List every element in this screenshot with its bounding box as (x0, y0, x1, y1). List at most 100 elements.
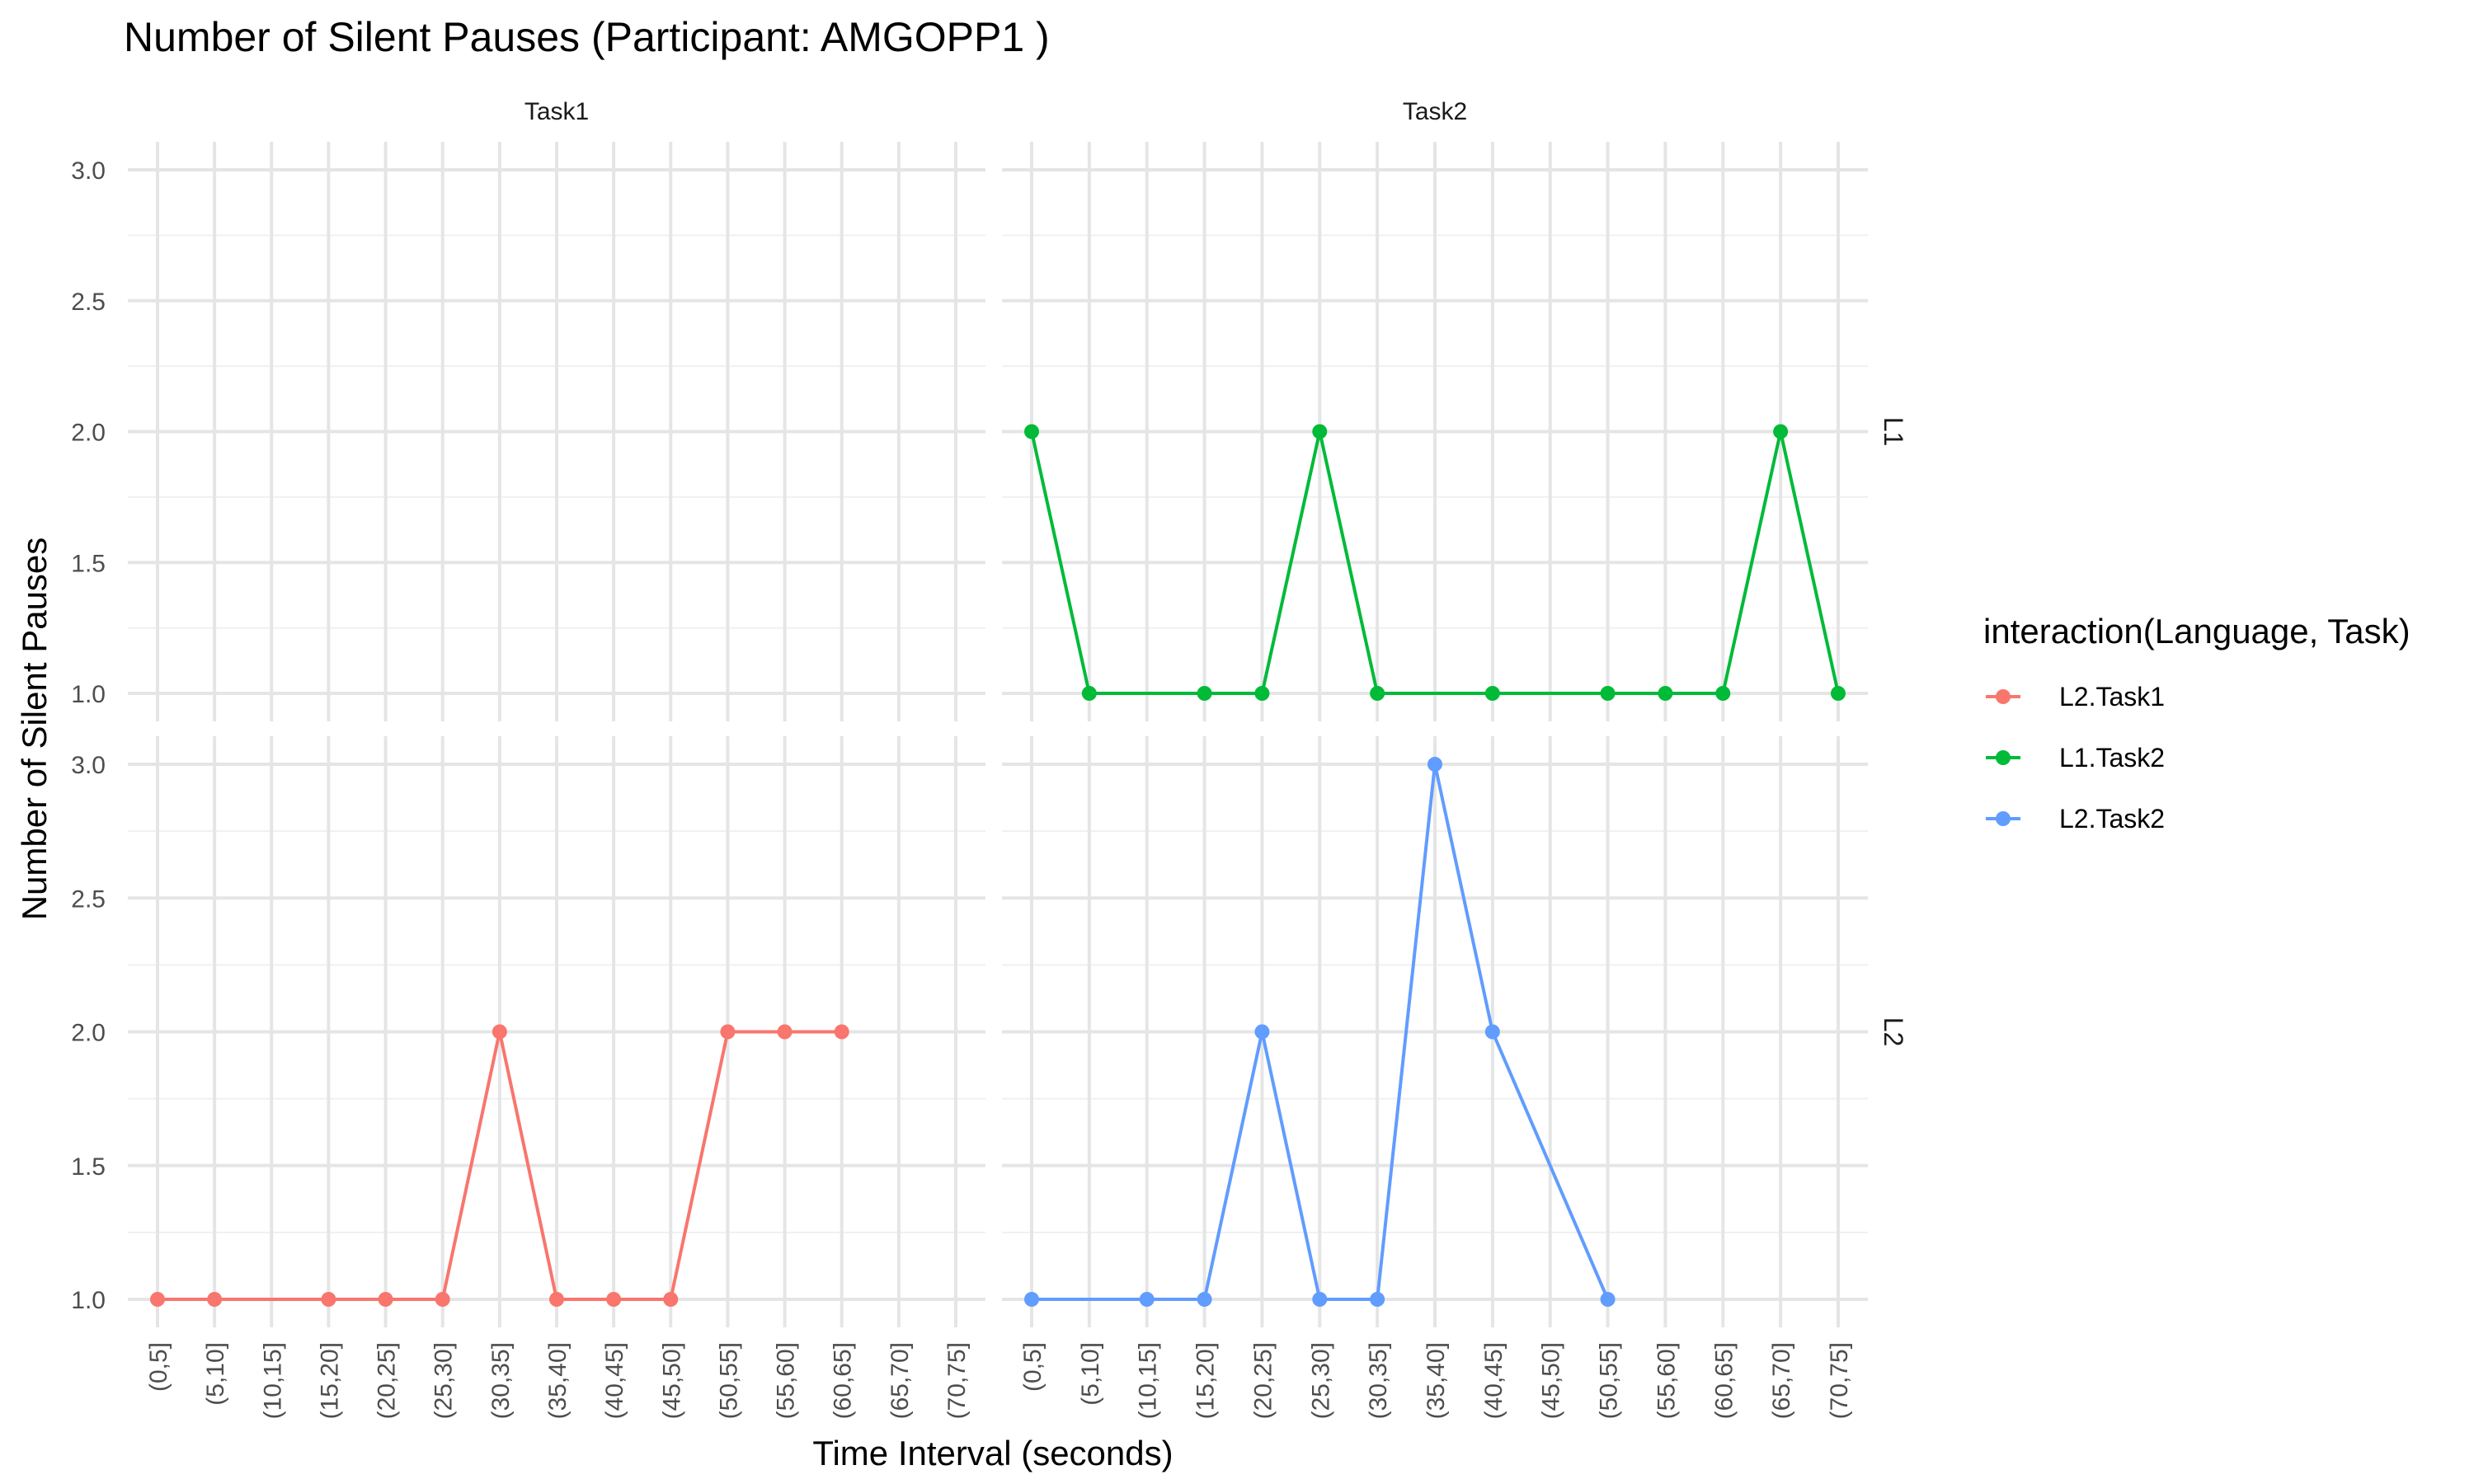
data-point (207, 1292, 223, 1307)
data-point (1312, 424, 1328, 439)
x-tick-label: (25,30] (1307, 1342, 1334, 1419)
y-tick-label: 3.0 (71, 157, 106, 185)
data-point (720, 1024, 736, 1040)
data-point (1312, 1292, 1328, 1307)
legend-item-l1-task2: L1.Task2 (1986, 743, 2165, 773)
x-tick-label: (15,20] (316, 1342, 343, 1419)
x-tick-label: (45,50] (1538, 1342, 1565, 1419)
data-point (1370, 686, 1385, 701)
data-point (1139, 1292, 1155, 1307)
data-point (1024, 424, 1039, 439)
data-point (378, 1292, 393, 1307)
y-tick-label: 2.5 (71, 885, 106, 913)
data-point (1658, 686, 1673, 701)
data-point (663, 1292, 679, 1307)
data-point (1773, 424, 1789, 439)
y-tick-label: 1.0 (71, 681, 106, 708)
x-tick-label: (20,25] (374, 1342, 401, 1419)
y-axis-label: Number of Silent Pauses (15, 538, 54, 921)
legend-key-point (1996, 811, 2011, 826)
data-point (1715, 686, 1731, 701)
data-point (1081, 686, 1097, 701)
x-tick-label: (40,45] (601, 1342, 628, 1419)
x-tick-label: (45,50] (658, 1342, 685, 1419)
panel-L1-Task1 (128, 142, 985, 721)
y-tick-label: 3.0 (71, 752, 106, 779)
data-point (1600, 1292, 1616, 1307)
chart-title: Number of Silent Pauses (Participant: AM… (124, 14, 1050, 60)
legend-title: interaction(Language, Task) (1983, 612, 2411, 650)
panel-L2-Task1 (128, 736, 985, 1327)
x-tick-label: (35,40] (1423, 1342, 1450, 1419)
legend-item-label: L2.Task1 (2059, 682, 2165, 711)
x-tick-label: (70,75] (1826, 1342, 1853, 1419)
data-point (1427, 757, 1442, 772)
x-tick-label: (30,35] (487, 1342, 515, 1419)
x-tick-label: (35,40] (544, 1342, 571, 1419)
data-point (1370, 1292, 1385, 1307)
x-tick-label: (30,35] (1365, 1342, 1392, 1419)
panel-L2-Task2 (1002, 736, 1868, 1327)
y-tick-label: 2.0 (71, 1020, 106, 1047)
strip-label-l2: L2 (1879, 1017, 1908, 1047)
x-tick-label: (5,10] (1077, 1342, 1104, 1406)
series-line (158, 1030, 842, 1301)
x-tick-label: (60,65] (830, 1342, 857, 1419)
data-point (1254, 686, 1270, 701)
x-tick-label: (50,55] (1596, 1342, 1623, 1419)
x-tick-label: (15,20] (1192, 1342, 1220, 1419)
data-point (1197, 1292, 1212, 1307)
legend-item-l2-task1: L2.Task1 (1986, 682, 2165, 711)
series-line (1030, 430, 1840, 695)
strip-label-task1: Task1 (524, 98, 589, 125)
legend-items: L2.Task1 L1.Task2 L2.Task2 (1986, 682, 2165, 834)
facet-strip-labels: Task1 Task2 L1 L2 (524, 98, 1908, 1046)
data-point (150, 1292, 165, 1307)
y-tick-label: 2.0 (71, 420, 106, 447)
data-point (1024, 1292, 1039, 1307)
strip-label-l1: L1 (1879, 417, 1908, 447)
data-point (1197, 686, 1212, 701)
data-point (1831, 686, 1846, 701)
data-point (1484, 1024, 1500, 1040)
x-tick-label: (5,10] (202, 1342, 229, 1406)
data-point (1484, 686, 1500, 701)
x-tick-label: (55,60] (1653, 1342, 1680, 1419)
x-tick-label: (70,75] (943, 1342, 971, 1419)
legend-key-point (1996, 689, 2011, 704)
data-point (777, 1024, 793, 1040)
legend-key-point (1996, 750, 2011, 765)
series-l1-task2 (1024, 424, 1846, 701)
x-tick-label: (40,45] (1480, 1342, 1507, 1419)
series-l2-task2 (1024, 757, 1616, 1307)
legend-item-label: L1.Task2 (2059, 743, 2165, 773)
series-l2-task1 (150, 1024, 849, 1307)
x-tick-label: (65,70] (887, 1342, 914, 1419)
legend: interaction(Language, Task) L2.Task1 L1.T… (1983, 612, 2411, 834)
data-point (321, 1292, 336, 1307)
panel-L1-Task2 (1002, 142, 1868, 721)
x-axis-label: Time Interval (seconds) (812, 1434, 1173, 1472)
axis-tick-labels: 1.0 1.5 2.0 2.5 3.0 1.0 1.5 2.0 2.5 3.0 (0,5] (5,10… (71, 157, 1853, 1419)
x-tick-label: (0,5] (145, 1342, 172, 1392)
y-tick-label: 2.5 (71, 289, 106, 316)
y-tick-label: 1.5 (71, 1153, 106, 1181)
data-point (492, 1024, 507, 1040)
data-point (1600, 686, 1616, 701)
x-tick-label: (20,25] (1249, 1342, 1277, 1419)
x-tick-label: (25,30] (430, 1342, 458, 1419)
x-tick-label: (10,15] (259, 1342, 286, 1419)
facet-panels (128, 142, 1868, 1327)
legend-item-label: L2.Task2 (2059, 804, 2165, 834)
x-tick-label: (50,55] (715, 1342, 742, 1419)
x-tick-label: (10,15] (1135, 1342, 1162, 1419)
data-point (549, 1292, 564, 1307)
y-tick-label: 1.0 (71, 1287, 106, 1314)
x-tick-label: (65,70] (1768, 1342, 1795, 1419)
data-point (834, 1024, 849, 1040)
y-tick-label: 1.5 (71, 550, 106, 577)
data-point (606, 1292, 622, 1307)
x-tick-label: (55,60] (773, 1342, 800, 1419)
x-tick-label: (60,65] (1710, 1342, 1738, 1419)
